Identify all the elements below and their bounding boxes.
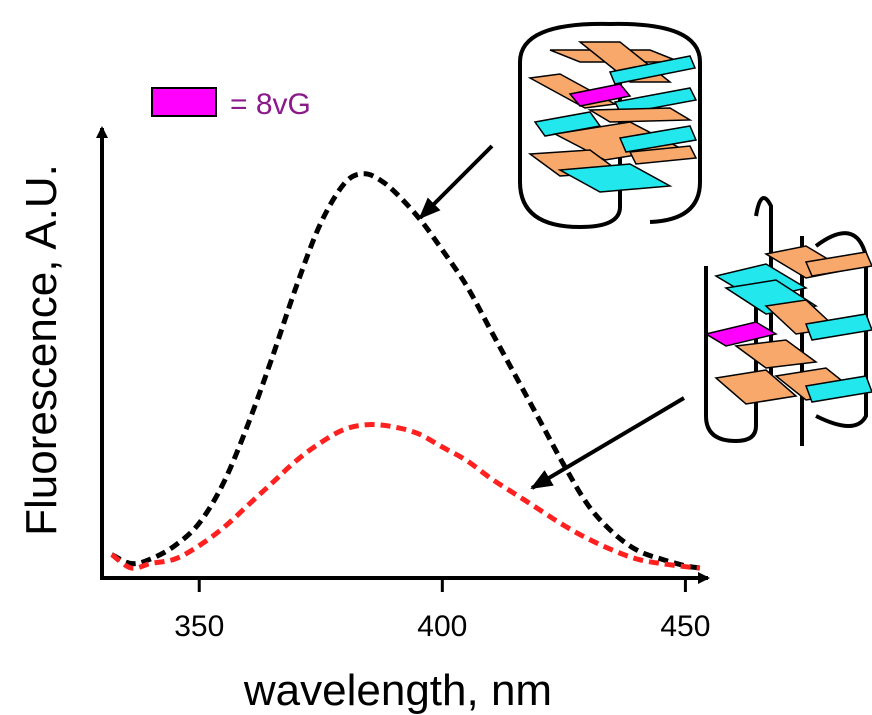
legend-label: = 8vG xyxy=(230,88,311,121)
y-axis-title: Fluorescence, A.U. xyxy=(17,164,66,536)
x-axis-title: wavelength, nm xyxy=(243,666,552,715)
x-axis-ticks: 350 400 450 xyxy=(174,578,710,643)
x-tick-label: 350 xyxy=(174,610,224,643)
x-tick-label: 400 xyxy=(417,610,467,643)
legend-swatch-8vg xyxy=(151,87,217,117)
arrow-to-red-curve xyxy=(530,396,686,490)
x-tick-label: 450 xyxy=(660,610,710,643)
legend: = 8vG xyxy=(151,87,311,121)
series-layer xyxy=(110,171,701,571)
g-quadruplex-structure-icon xyxy=(704,196,872,446)
series-line-red xyxy=(110,422,701,571)
g-quadruplex-structure-icon xyxy=(518,21,702,230)
arrow-to-black-curve xyxy=(418,144,494,220)
series-line-black xyxy=(110,171,701,571)
